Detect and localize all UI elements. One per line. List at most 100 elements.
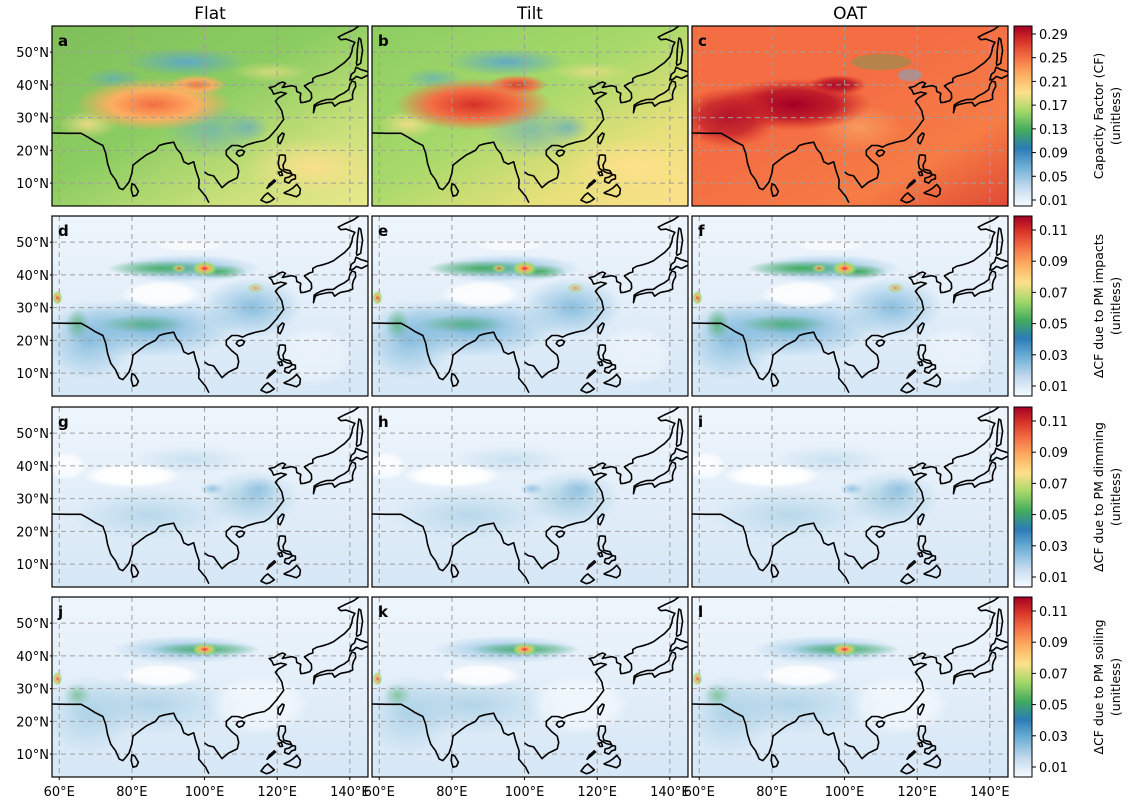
lat-tick-label: 20°N	[16, 144, 49, 159]
panel-letter: a	[58, 32, 68, 50]
coastline	[372, 216, 688, 394]
colorbar-label: Capacity Factor (CF) (unitless)	[1091, 53, 1123, 180]
colorbar-tick-label: 0.05	[1039, 318, 1068, 333]
colorbar-tick-label: 0.03	[1039, 730, 1068, 745]
colorbar-tick-label: 0.11	[1039, 224, 1068, 239]
lon-tick-label: 60°E	[684, 785, 715, 800]
lon-tick-label: 120°E	[257, 785, 297, 800]
lat-tick-label: 40°N	[16, 269, 49, 284]
lat-tick-label: 50°N	[16, 617, 49, 632]
colorbar-row-1: 0.29 0.25 0.21 0.17 0.13 0.09 0.05 0.01 Capacity…	[1013, 25, 1123, 209]
gridlines	[692, 216, 1008, 396]
lat-labels-row-3: 50°N 40°N 30°N 20°N 10°N	[16, 427, 52, 573]
colorbar-tick-label: 0.29	[1039, 28, 1068, 43]
panel-frame	[371, 406, 689, 588]
panel-frame	[371, 215, 689, 397]
coastline	[692, 26, 1008, 204]
panel-frame	[371, 596, 689, 778]
map-panel-e: e	[371, 215, 689, 397]
column-title: Tilt	[516, 4, 543, 24]
panel-letter: d	[58, 222, 69, 240]
coastline	[52, 26, 368, 204]
colorbar-gradient	[1013, 215, 1033, 397]
map-panel-k: k	[371, 596, 689, 778]
map-panel-l: l	[691, 596, 1009, 778]
colorbar-tick-label: 0.07	[1039, 286, 1068, 301]
panel-frame	[51, 25, 369, 207]
lon-labels: 60°E 80°E 100°E 120°E 140°E60°E 80°E 100°E 120°…	[44, 777, 1010, 800]
colorbar-tick-label: 0.01	[1039, 761, 1068, 776]
colorbar-gradient	[1013, 25, 1033, 207]
coastline	[52, 216, 368, 394]
lat-tick-label: 40°N	[16, 79, 49, 94]
colorbar-tick-label: 0.03	[1039, 349, 1068, 364]
colorbar-tick-label: 0.09	[1039, 255, 1068, 270]
lat-tick-label: 30°N	[16, 302, 49, 317]
map-panel-c: c	[691, 25, 1009, 207]
colorbar-tick-label: 0.25	[1039, 52, 1068, 67]
panel-frame	[51, 596, 369, 778]
lat-tick-label: 10°N	[16, 558, 49, 573]
lon-tick-label: 100°E	[185, 785, 225, 800]
gridlines	[372, 597, 688, 777]
colorbar-label: ΔCF due to PM impacts (unitless)	[1091, 234, 1123, 378]
lat-labels-row-4: 50°N 40°N 30°N 20°N 10°N	[16, 617, 52, 763]
panel-frame	[51, 406, 369, 588]
coastline	[52, 597, 368, 775]
colorbar-tick-label: 0.01	[1039, 380, 1068, 395]
colorbar-tick-label: 0.09	[1039, 446, 1068, 461]
lat-tick-label: 20°N	[16, 715, 49, 730]
lat-labels-row-1: 50°N 40°N 30°N 20°N 10°N	[16, 46, 52, 192]
gridlines	[52, 597, 368, 777]
lon-tick-label: 80°E	[436, 785, 467, 800]
panel-letter: g	[58, 413, 69, 431]
panel-letter: h	[378, 413, 389, 431]
colorbar-row-2: 0.11 0.09 0.07 0.05 0.03 0.01 ΔCF due to PM im…	[1013, 215, 1123, 397]
map-panel-i: i	[691, 406, 1009, 588]
column-title: Flat	[194, 4, 226, 24]
map-panel-j: j	[51, 596, 369, 778]
lon-tick-label: 80°E	[756, 785, 787, 800]
panel-letter: b	[378, 32, 389, 50]
colorbar-tick-label: 0.21	[1039, 75, 1068, 90]
gridlines	[372, 216, 688, 396]
colorbar-tick-label: 0.01	[1039, 194, 1068, 209]
panel-letter: k	[378, 603, 389, 621]
colorbar-tick-label: 0.05	[1039, 509, 1068, 524]
lon-tick-label: 100°E	[505, 785, 545, 800]
lon-tick-label: 100°E	[825, 785, 865, 800]
lat-tick-label: 50°N	[16, 46, 49, 61]
column-title: OAT	[833, 4, 867, 24]
panel-frame	[691, 25, 1009, 207]
lat-tick-label: 50°N	[16, 236, 49, 251]
lat-tick-label: 20°N	[16, 525, 49, 540]
lat-tick-label: 40°N	[16, 460, 49, 475]
colorbar-tick-label: 0.11	[1039, 605, 1068, 620]
lat-tick-label: 10°N	[16, 748, 49, 763]
lat-tick-label: 20°N	[16, 334, 49, 349]
colorbar-gradient	[1013, 406, 1033, 588]
panel-letter: c	[698, 32, 707, 50]
panel-frame	[691, 596, 1009, 778]
coastline	[692, 597, 1008, 775]
panel-frame	[691, 406, 1009, 588]
coastline	[372, 407, 688, 585]
gridlines	[692, 26, 1008, 206]
colorbar-tick-label: 0.03	[1039, 540, 1068, 555]
coastline	[692, 407, 1008, 585]
colorbar-gradient	[1013, 596, 1033, 778]
colorbar-tick-label: 0.09	[1039, 147, 1068, 162]
lat-tick-label: 30°N	[16, 683, 49, 698]
map-panel-h: h	[371, 406, 689, 588]
coastline	[372, 26, 688, 204]
colorbar-tick-label: 0.07	[1039, 667, 1068, 682]
map-panel-g: g	[51, 406, 369, 588]
lat-labels-row-2: 50°N 40°N 30°N 20°N 10°N	[16, 236, 52, 382]
lon-tick-label: 140°E	[330, 785, 370, 800]
map-panel-d: d	[51, 215, 369, 397]
colorbar-tick-label: 0.07	[1039, 477, 1068, 492]
coastline	[372, 597, 688, 775]
panel-letter: e	[378, 222, 388, 240]
lon-tick-label: 140°E	[970, 785, 1010, 800]
